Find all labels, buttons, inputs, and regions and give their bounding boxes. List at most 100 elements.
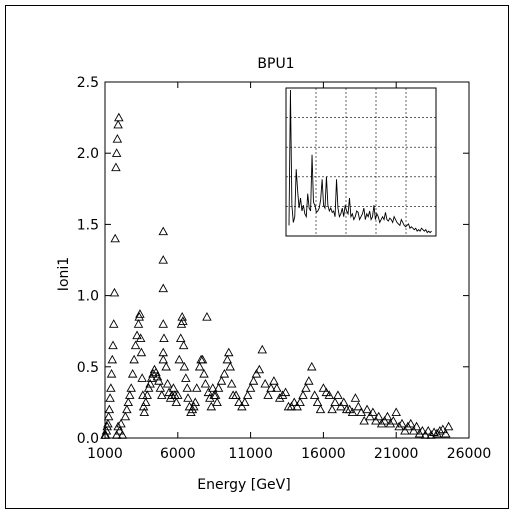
data-point-triangle bbox=[158, 283, 169, 293]
data-point-triangle bbox=[107, 354, 118, 364]
data-point-triangle bbox=[133, 319, 144, 328]
data-point-triangle bbox=[408, 425, 419, 435]
data-point-triangle bbox=[312, 397, 323, 407]
data-point-triangle bbox=[105, 393, 115, 402]
data-point-triangle bbox=[330, 397, 340, 407]
data-point-triangle bbox=[178, 340, 189, 350]
data-point-triangle bbox=[376, 418, 387, 428]
data-point-triangle bbox=[109, 287, 120, 297]
scatter-chart: BPU1 Energy [GeV] Ioni1 1000 6000 11000 160… bbox=[56, 56, 491, 493]
data-point-triangle bbox=[124, 390, 135, 399]
data-point-triangle bbox=[111, 162, 121, 172]
axes bbox=[104, 81, 470, 439]
data-point-triangle bbox=[365, 411, 375, 421]
data-point-triangle bbox=[111, 430, 122, 439]
inset-plot bbox=[285, 87, 437, 237]
data-point-triangle bbox=[400, 425, 410, 435]
data-point-triangle bbox=[353, 401, 364, 411]
chart-title: BPU1 bbox=[257, 56, 294, 72]
data-point-triangle bbox=[234, 397, 244, 407]
data-point-triangle bbox=[411, 421, 422, 431]
data-point-triangle bbox=[143, 383, 154, 392]
data-point-triangle bbox=[371, 415, 381, 425]
x-tick-label: 26000 bbox=[447, 446, 492, 462]
data-point-triangle bbox=[231, 390, 241, 399]
data-point-triangle bbox=[350, 393, 361, 402]
data-point-triangle bbox=[142, 390, 152, 399]
data-point-triangle bbox=[213, 383, 224, 392]
inset-border bbox=[285, 87, 437, 237]
data-point-triangle bbox=[304, 376, 314, 385]
data-point-triangle bbox=[385, 418, 396, 428]
y-tick-label: 1.0 bbox=[77, 289, 99, 305]
data-point-triangle bbox=[394, 421, 404, 431]
data-point-triangle bbox=[260, 378, 270, 388]
data-point-triangle bbox=[141, 397, 151, 407]
data-point-triangle bbox=[100, 430, 111, 439]
data-point-triangle bbox=[347, 407, 358, 417]
data-point-triangle bbox=[226, 378, 237, 388]
data-point-triangle bbox=[272, 383, 282, 392]
data-point-triangle bbox=[108, 319, 119, 328]
data-point-triangle bbox=[123, 397, 134, 407]
data-point-triangle bbox=[135, 333, 146, 342]
data-point-triangle bbox=[225, 361, 235, 371]
data-point-triangle bbox=[161, 361, 171, 371]
data-point-triangle bbox=[362, 404, 372, 414]
data-point-triangle bbox=[359, 415, 369, 425]
data-point-triangle bbox=[263, 390, 273, 399]
data-point-triangle bbox=[309, 390, 320, 399]
data-point-triangle bbox=[443, 421, 454, 431]
plot-area-border bbox=[104, 81, 470, 439]
data-point-triangle bbox=[191, 383, 202, 392]
data-point-triangle bbox=[111, 148, 122, 157]
data-point-triangle bbox=[237, 401, 247, 411]
data-point-triangle bbox=[110, 233, 120, 243]
data-point-triangle bbox=[222, 354, 233, 364]
data-point-triangle bbox=[197, 354, 208, 364]
data-point-triangle bbox=[405, 418, 416, 428]
data-point-triangle bbox=[158, 319, 169, 328]
data-point-triangle bbox=[207, 383, 218, 392]
data-point-triangle bbox=[200, 378, 211, 388]
data-point-triangle bbox=[292, 401, 302, 411]
data-point-triangle bbox=[327, 404, 337, 414]
data-point-triangle bbox=[210, 390, 221, 399]
data-point-triangle bbox=[432, 428, 442, 438]
y-tick-label: 0.5 bbox=[77, 360, 99, 376]
data-point-triangle bbox=[177, 312, 187, 321]
data-point-triangle bbox=[219, 368, 230, 378]
data-point-triangle bbox=[174, 354, 185, 364]
data-point-triangle bbox=[145, 378, 155, 388]
data-point-triangle bbox=[280, 387, 291, 397]
x-tick-label: 21000 bbox=[374, 446, 419, 462]
y-tick-label: 2.0 bbox=[77, 146, 99, 162]
data-point-triangle bbox=[190, 397, 201, 407]
y-tick-label: 2.5 bbox=[77, 75, 99, 91]
data-point-triangle bbox=[126, 383, 136, 392]
data-point-triangle bbox=[148, 368, 158, 378]
data-point-triangle bbox=[206, 401, 217, 411]
data-point-triangle bbox=[130, 340, 141, 350]
data-point-triangle bbox=[324, 390, 334, 399]
data-point-triangle bbox=[257, 344, 268, 354]
data-point-triangle bbox=[417, 425, 428, 435]
data-point-triangle bbox=[254, 364, 265, 374]
data-point-triangle bbox=[203, 387, 214, 397]
y-tick-label: 0.0 bbox=[77, 431, 99, 447]
data-point-triangle bbox=[106, 383, 116, 392]
data-point-triangle bbox=[199, 368, 209, 378]
data-point-triangle bbox=[414, 428, 425, 438]
x-axis-ticks: 1000 6000 11000 16000 21000 26000 bbox=[87, 82, 491, 462]
chart-frame: BPU1 Energy [GeV] Ioni1 1000 6000 11000 160… bbox=[5, 5, 509, 509]
data-point-triangle bbox=[129, 354, 139, 364]
data-point-triangle bbox=[106, 368, 117, 378]
x-tick-label: 1000 bbox=[87, 446, 123, 462]
x-axis-title: Energy [GeV] bbox=[197, 477, 290, 493]
data-point-triangle bbox=[103, 411, 114, 421]
data-point-triangle bbox=[248, 376, 259, 385]
data-point-triangle bbox=[336, 401, 346, 411]
data-point-triangle bbox=[162, 378, 173, 388]
data-point-triangle bbox=[403, 421, 413, 431]
data-point-triangle bbox=[120, 411, 131, 421]
